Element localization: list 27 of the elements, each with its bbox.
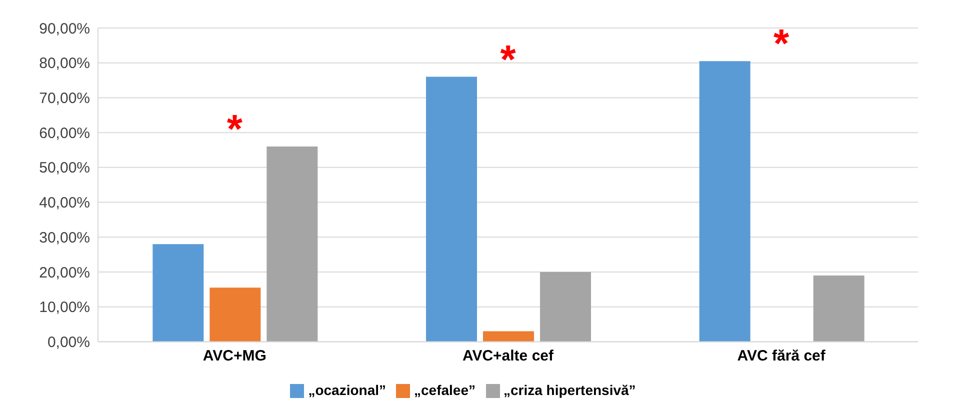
- y-tick-label: 30,00%: [39, 229, 90, 246]
- legend-label: „cefalee”: [414, 382, 476, 398]
- y-tick-label: 60,00%: [39, 124, 90, 142]
- bar: [483, 331, 534, 342]
- y-tick-label: 0,00%: [47, 334, 90, 352]
- x-tick-label: AVC fără cef: [737, 347, 826, 364]
- bar: [210, 288, 261, 342]
- annotation: *: [500, 38, 516, 82]
- annotation: *: [774, 22, 790, 66]
- y-tick-label: 70,00%: [39, 90, 90, 108]
- bar: [266, 146, 318, 342]
- y-tick-label: 50,00%: [39, 160, 90, 177]
- bar: [813, 275, 864, 342]
- y-tick-label: 20,00%: [39, 264, 90, 282]
- bar: [699, 61, 750, 342]
- bar: [426, 76, 477, 342]
- annotation: *: [226, 108, 243, 152]
- legend-label: „ocazional”: [308, 382, 386, 398]
- y-tick-label: 90,00%: [39, 20, 90, 38]
- legend-label: „criza hipertensivă”: [504, 382, 636, 398]
- y-tick-label: 80,00%: [39, 55, 90, 72]
- bar: [152, 244, 204, 342]
- y-tick-label: 40,00%: [39, 194, 90, 212]
- y-tick-label: 10,00%: [39, 299, 90, 316]
- bar: [540, 272, 591, 342]
- x-tick-label: AVC+alte cef: [462, 347, 555, 364]
- x-tick-label: AVC+MG: [202, 347, 266, 364]
